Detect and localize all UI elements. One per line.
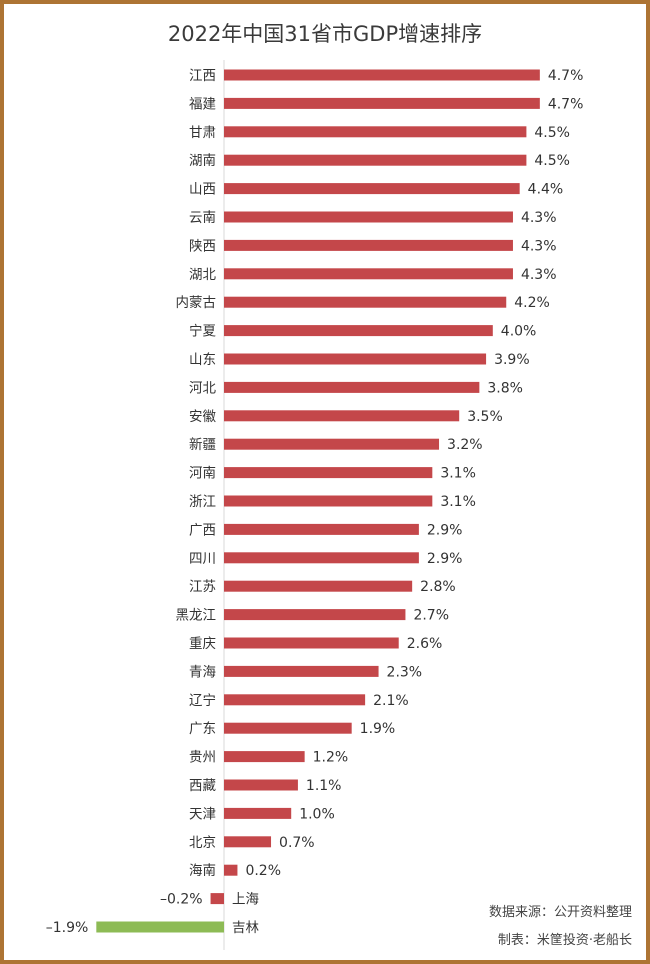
bar-12 — [224, 410, 460, 422]
value-label: 2.9% — [427, 551, 463, 567]
bar-13 — [224, 438, 440, 450]
bar-2 — [224, 126, 527, 138]
category-label: 海南 — [189, 863, 216, 879]
category-label: 河北 — [189, 380, 216, 396]
category-label: 河南 — [189, 466, 216, 482]
category-label: 广东 — [189, 721, 216, 737]
value-label: 4.4% — [528, 182, 564, 198]
category-label: 四川 — [189, 551, 216, 567]
value-label: 3.5% — [467, 409, 503, 425]
category-label: 上海 — [232, 892, 259, 908]
category-label: 安徽 — [189, 409, 216, 425]
bar-18 — [224, 580, 413, 592]
source-note: 数据来源：公开资料整理 — [489, 905, 632, 920]
bar-14 — [224, 467, 433, 479]
bar-26 — [224, 807, 292, 819]
value-label: 4.7% — [548, 68, 584, 84]
bar-19 — [224, 609, 406, 621]
value-label: 4.3% — [521, 210, 557, 226]
bar-24 — [224, 751, 305, 763]
value-label: 2.8% — [420, 579, 456, 595]
bar-20 — [224, 637, 399, 649]
bar-1 — [224, 97, 540, 109]
value-label: 4.0% — [501, 324, 537, 340]
value-label: 1.1% — [306, 778, 342, 794]
bar-11 — [224, 381, 480, 393]
bar-4 — [224, 183, 520, 195]
category-label: 陕西 — [189, 238, 216, 254]
category-label: 浙江 — [189, 494, 216, 510]
category-label: 广西 — [189, 522, 216, 538]
category-label: 山东 — [189, 352, 216, 368]
category-label: 黑龙江 — [176, 608, 217, 624]
value-label: 2.1% — [373, 693, 409, 709]
category-label: 贵州 — [189, 750, 216, 766]
value-label: –0.2% — [160, 892, 203, 908]
value-label: 4.3% — [521, 267, 557, 283]
bar-8 — [224, 296, 507, 308]
bar-25 — [224, 779, 298, 791]
value-label: 1.9% — [360, 721, 396, 737]
category-label: 湖北 — [189, 267, 216, 283]
category-label: 福建 — [189, 96, 216, 112]
category-label: 西藏 — [189, 778, 216, 794]
category-label: 吉林 — [232, 920, 259, 936]
bar-3 — [224, 154, 527, 166]
category-label: 新疆 — [189, 437, 216, 453]
category-label: 天津 — [189, 806, 216, 822]
value-label: 4.5% — [534, 125, 570, 141]
value-label: 4.3% — [521, 238, 557, 254]
bar-28 — [224, 864, 238, 876]
chart-title: 2022年中国31省市GDP增速排序 — [168, 22, 482, 46]
value-label: 0.7% — [279, 835, 315, 851]
category-label: 内蒙古 — [176, 295, 217, 311]
bar-17 — [224, 552, 419, 564]
value-label: 4.2% — [514, 295, 550, 311]
bar-22 — [224, 694, 366, 706]
value-label: 2.6% — [407, 636, 443, 652]
bar-27 — [224, 836, 272, 848]
value-label: 2.7% — [413, 608, 449, 624]
category-label: 湖南 — [189, 153, 216, 169]
category-label: 江苏 — [189, 579, 216, 595]
value-label: 3.9% — [494, 352, 530, 368]
bar-5 — [224, 211, 513, 223]
category-label: 重庆 — [189, 636, 216, 652]
value-label: 1.2% — [313, 750, 349, 766]
author-note: 制表：米筐投资·老船长 — [498, 932, 632, 948]
value-label: 3.2% — [447, 437, 483, 453]
bar-10 — [224, 353, 487, 365]
bar-0 — [224, 69, 540, 81]
value-label: 4.5% — [534, 153, 570, 169]
category-label: 辽宁 — [189, 692, 216, 709]
value-label: 3.1% — [440, 466, 476, 482]
bar-7 — [224, 268, 513, 280]
category-label: 宁夏 — [189, 323, 216, 340]
category-label: 江西 — [189, 68, 216, 84]
value-label: –1.9% — [46, 920, 89, 936]
bar-6 — [224, 239, 513, 251]
bar-30 — [96, 921, 224, 933]
bar-16 — [224, 523, 419, 535]
value-label: 2.9% — [427, 522, 463, 538]
value-label: 1.0% — [299, 806, 335, 822]
bar-15 — [224, 495, 433, 507]
value-label: 2.3% — [387, 664, 423, 680]
value-label: 0.2% — [245, 863, 281, 879]
bar-21 — [224, 665, 379, 677]
category-label: 甘肃 — [189, 125, 216, 141]
value-label: 3.8% — [487, 380, 523, 396]
category-label: 云南 — [189, 210, 216, 226]
bar-23 — [224, 722, 352, 734]
category-label: 山西 — [189, 182, 216, 198]
category-label: 北京 — [189, 835, 216, 851]
value-label: 4.7% — [548, 96, 584, 112]
bar-29 — [210, 893, 224, 905]
category-label: 青海 — [189, 664, 216, 680]
value-label: 3.1% — [440, 494, 476, 510]
bar-9 — [224, 325, 493, 337]
